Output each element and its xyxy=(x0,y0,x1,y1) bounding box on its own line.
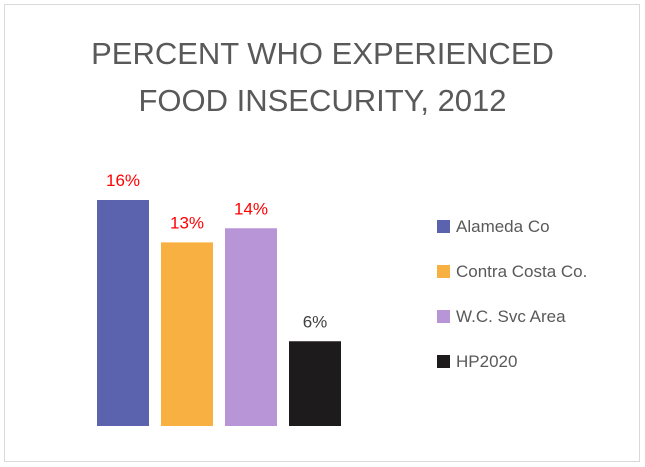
legend-item-3: W.C. Svc Area xyxy=(437,305,587,328)
legend-item-4: HP2020 xyxy=(437,350,587,373)
legend-swatch xyxy=(437,265,450,278)
bar-4 xyxy=(289,341,341,426)
data-label-4: 6% xyxy=(303,312,328,331)
bar-1 xyxy=(97,200,149,426)
legend-label: Contra Costa Co. xyxy=(456,261,588,281)
data-label-2: 13% xyxy=(170,213,204,232)
data-label-1: 16% xyxy=(106,171,140,190)
data-label-3: 14% xyxy=(234,199,268,218)
chart-title: PERCENT WHO EXPERIENCED FOOD INSECURITY,… xyxy=(0,30,645,124)
legend-item-2: Contra Costa Co. xyxy=(437,260,587,283)
legend-swatch xyxy=(437,220,450,233)
legend-item-1: Alameda Co xyxy=(437,215,587,238)
chart-legend: Alameda Co Contra Costa Co. W.C. Svc Area H… xyxy=(437,215,587,395)
legend-label: Alameda Co xyxy=(456,216,550,236)
legend-label: W.C. Svc Area xyxy=(456,306,566,326)
legend-swatch xyxy=(437,310,450,323)
bar-3 xyxy=(225,228,277,426)
legend-swatch xyxy=(437,355,450,368)
chart-title-line-1: PERCENT WHO EXPERIENCED xyxy=(91,36,554,71)
bar-2 xyxy=(161,242,213,426)
chart-title-line-2: FOOD INSECURITY, 2012 xyxy=(138,83,507,118)
legend-label: HP2020 xyxy=(456,351,518,371)
